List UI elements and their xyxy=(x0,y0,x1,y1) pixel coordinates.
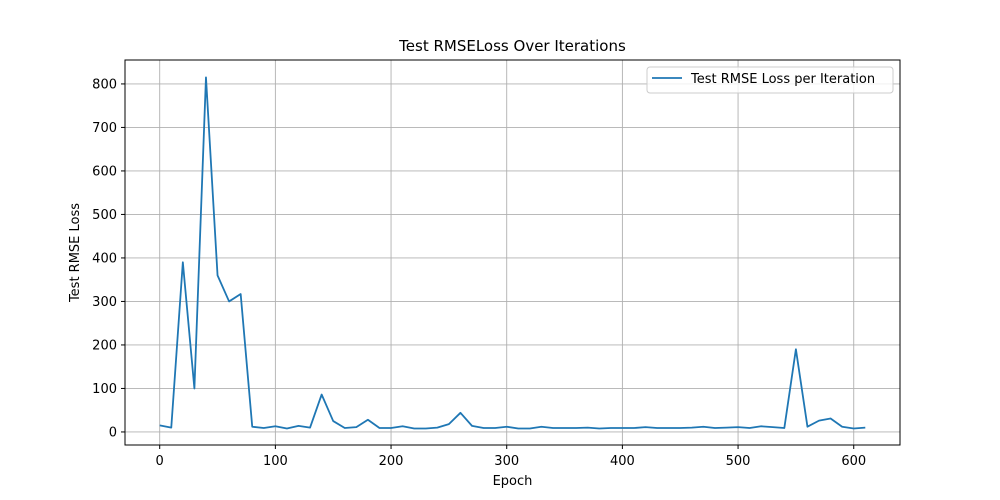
plot-frame xyxy=(124,59,901,446)
series-layer xyxy=(159,76,866,430)
y-tick-label: 300 xyxy=(92,295,117,310)
y-tick-label: 0 xyxy=(109,425,117,440)
grid-lines xyxy=(125,60,900,445)
chart-title: Test RMSELoss Over Iterations xyxy=(398,37,626,55)
y-tick-label: 600 xyxy=(92,164,117,179)
x-tick-label: 400 xyxy=(610,454,635,469)
x-axis-title: Epoch xyxy=(493,474,533,489)
y-tick-label: 200 xyxy=(92,338,117,353)
x-tick-label: 300 xyxy=(494,454,519,469)
y-tick-label: 800 xyxy=(92,77,117,92)
y-axis-title: Test RMSE Loss xyxy=(68,203,83,303)
x-tick-label: 100 xyxy=(263,454,288,469)
axis-ticks: 0 100 200 300 400 500 600 0 100 200 300 400 500 600 70… xyxy=(92,77,866,469)
legend-box xyxy=(646,66,894,94)
y-tick-label: 700 xyxy=(92,121,117,136)
x-tick-label: 200 xyxy=(379,454,404,469)
y-tick-label: 500 xyxy=(92,208,117,223)
x-tick-label: 0 xyxy=(156,454,164,469)
legend-label: Test RMSE Loss per Iteration xyxy=(690,72,875,87)
y-tick-label: 100 xyxy=(92,382,117,397)
legend: Test RMSE Loss per Iteration xyxy=(646,66,894,94)
x-tick-label: 600 xyxy=(841,454,866,469)
y-tick-label: 400 xyxy=(92,251,117,266)
series-line xyxy=(159,76,866,430)
x-tick-label: 500 xyxy=(726,454,751,469)
